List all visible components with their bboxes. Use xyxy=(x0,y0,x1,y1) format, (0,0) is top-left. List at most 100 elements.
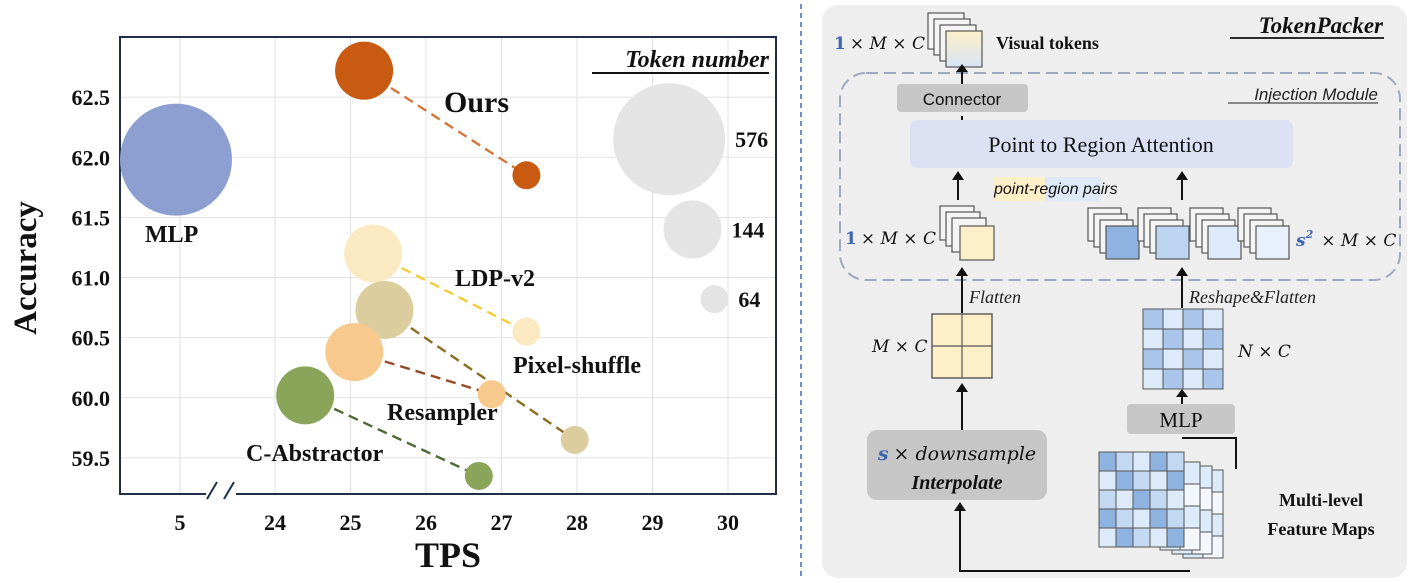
feature-map-cell xyxy=(1132,527,1151,548)
size-legend-label: 144 xyxy=(732,217,765,242)
legend-title: Token number xyxy=(625,47,769,73)
feature-grid-cell xyxy=(1162,308,1184,330)
feature-map-cell xyxy=(1166,470,1185,491)
data-point-resampler xyxy=(477,380,506,409)
connection-line xyxy=(372,252,527,333)
y-tick-label: 60.0 xyxy=(72,386,111,411)
region-tokens-stacks xyxy=(1087,207,1290,260)
size-legend-bubble xyxy=(613,83,726,196)
feature-map-cell xyxy=(1132,451,1151,472)
feature-maps-label-1: Multi-level xyxy=(1279,490,1363,510)
x-tick-label: 24 xyxy=(264,510,286,535)
feature-grid-cell xyxy=(1182,308,1204,330)
data-point-c-abstractor xyxy=(464,461,493,490)
y-tick-label: 62.5 xyxy=(72,85,111,110)
feature-grid-cell xyxy=(1142,368,1164,390)
connection-line xyxy=(363,69,528,177)
query-dim: 1 × M × C xyxy=(845,229,936,249)
features-to-interp-arrow-head xyxy=(954,502,966,511)
size-legend: 576 144 64 xyxy=(613,83,768,314)
tps-accuracy-chart: 576 144 64 5 24 25 26 27 28 29 30 59.5 60.0 60.5 61.… xyxy=(8,36,777,575)
connector-label: Connector xyxy=(923,90,1002,109)
feature-maps-label-2: Feature Maps xyxy=(1267,519,1374,539)
feature-grid-cell xyxy=(1202,368,1224,390)
feature-map-cell xyxy=(1166,451,1185,472)
attention-label: Point to Region Attention xyxy=(988,132,1214,157)
data-point-pixel-shuffle xyxy=(560,425,589,454)
tokenpacker-diagram: TokenPacker Injection Module 1 × M × C Vi… xyxy=(822,5,1407,578)
feature-map-cell xyxy=(1149,527,1168,548)
multi-level-feature-maps xyxy=(1098,451,1224,559)
feature-map-cell xyxy=(1132,470,1151,491)
mlp-label: MLP xyxy=(1159,408,1202,432)
y-tick-label: 60.5 xyxy=(72,326,111,351)
y-tick-label: 62.0 xyxy=(72,145,111,170)
flatten-arrow-head xyxy=(956,267,968,276)
feature-map-cell xyxy=(1098,451,1117,472)
region-dim: s2 × M × C xyxy=(1295,228,1396,251)
attention-box xyxy=(910,120,1293,168)
injection-module-box xyxy=(839,72,1401,281)
query-tokens-stack xyxy=(939,205,995,261)
feature-grid-cell xyxy=(1142,348,1164,370)
x-axis-break xyxy=(206,481,236,500)
feature-grid-cell xyxy=(1162,348,1184,370)
feature-grid-cell xyxy=(1182,348,1204,370)
pairs-region-bg xyxy=(1045,177,1101,201)
x-tick-label: 5 xyxy=(175,510,186,535)
query-arrow-head xyxy=(952,171,964,180)
pairs-label: point-region pairs xyxy=(993,181,1118,198)
data-point-ours xyxy=(512,161,541,190)
region-token xyxy=(1105,225,1140,260)
y-tick-labels: 59.5 60.0 60.5 61.0 61.5 62.0 62.5 xyxy=(72,85,111,471)
method-label-c-abstractor: C-Abstractor xyxy=(246,441,384,467)
method-label-pixel-shuffle: Pixel-shuffle xyxy=(513,353,641,379)
x-tick-label: 30 xyxy=(717,510,739,535)
mlp-box xyxy=(1127,404,1235,434)
interpolate-label: Interpolate xyxy=(910,472,1002,494)
diagram-title: TokenPacker xyxy=(1259,13,1384,38)
feature-map-cell xyxy=(1098,527,1117,548)
feature-map-cell xyxy=(1132,489,1151,510)
y-axis-label: Accuracy xyxy=(8,201,44,335)
x-axis-label: TPS xyxy=(415,535,481,575)
feature-map-cell xyxy=(1115,451,1134,472)
feature-map-cell xyxy=(1166,508,1185,529)
size-legend-bubble xyxy=(663,200,722,259)
visual-tokens-dim: 1 × M × C xyxy=(834,34,925,54)
feature-map-cell xyxy=(1098,470,1117,491)
features-to-interp-line xyxy=(959,509,1190,572)
method-label-ours: Ours xyxy=(444,86,509,119)
data-point-c-abstractor xyxy=(276,366,335,425)
feature-grid-cell xyxy=(1182,328,1204,350)
data-point-resampler xyxy=(325,323,384,382)
region-token xyxy=(1255,225,1290,260)
feature-grid-cell xyxy=(1162,368,1184,390)
downsample-label: s × downsample xyxy=(877,443,1036,465)
visual-tokens-label: Visual tokens xyxy=(996,33,1099,53)
method-label-ldp-v2: LDP-v2 xyxy=(455,266,535,292)
reshape-arrow-head xyxy=(1176,267,1188,276)
connection-line xyxy=(383,309,576,441)
pairs-point-bg xyxy=(993,177,1045,201)
x-tick-labels: 5 24 25 26 27 28 29 30 xyxy=(175,510,740,535)
data-point-pixel-shuffle xyxy=(355,280,414,339)
method-label-mlp: MLP xyxy=(145,222,198,248)
visual-tokens-stack xyxy=(927,12,983,68)
feature-map-cell xyxy=(1132,508,1151,529)
injection-module-label: Injection Module xyxy=(1254,85,1378,104)
feature-map-cell xyxy=(1149,470,1168,491)
region-arrow-head xyxy=(1176,171,1188,180)
x-tick-label: 26 xyxy=(415,510,437,535)
interp-to-grid-arrow-head xyxy=(956,383,968,392)
data-point-mlp xyxy=(120,103,232,216)
region-token xyxy=(1207,225,1242,260)
reshape-flatten-label: Reshape&Flatten xyxy=(1188,287,1316,307)
x-tick-label: 29 xyxy=(642,510,664,535)
feature-grid xyxy=(1142,308,1224,390)
flatten-label: Flatten xyxy=(968,287,1021,307)
feature-map-cell xyxy=(1098,508,1117,529)
feature-map-cell xyxy=(1166,527,1185,548)
feature-grid-cell xyxy=(1202,348,1224,370)
y-tick-label: 61.5 xyxy=(72,205,111,230)
